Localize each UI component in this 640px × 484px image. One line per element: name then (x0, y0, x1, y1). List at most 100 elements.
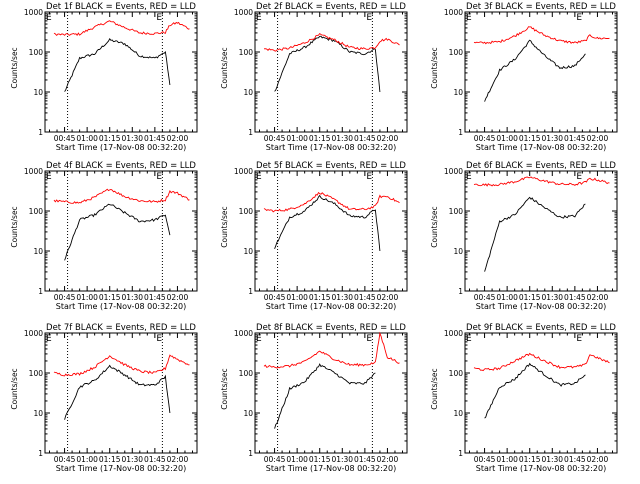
corner-marker-left: E (46, 172, 52, 182)
y-tick-label: 100 (29, 369, 44, 378)
x-tick-label: 01:45 (354, 293, 376, 302)
x-tick-label: 01:30 (541, 455, 563, 464)
x-tick-label: 01:45 (354, 455, 376, 464)
x-tick-label: 01:15 (519, 134, 541, 143)
plot-frame (254, 170, 408, 292)
x-tick-label: 00:45 (474, 293, 496, 302)
x-tick-label: 00:45 (474, 455, 496, 464)
x-tick-label: 01:00 (496, 134, 518, 143)
x-tick-label: 01:15 (519, 455, 541, 464)
corner-marker-right: E (576, 13, 582, 23)
x-axis-label: Start Time (17-Nov-08 00:32:20) (266, 143, 396, 152)
lld-series-line (263, 331, 400, 369)
panel-title: Det 7f BLACK = Events, RED = LLD (46, 323, 196, 333)
y-tick-label: 1 (458, 287, 463, 296)
y-axis-label: Counts/sec (430, 368, 439, 409)
x-tick-label: 00:45 (54, 293, 76, 302)
y-tick-label: 10 (453, 409, 463, 418)
x-tick-label: 01:00 (496, 455, 518, 464)
detector-panel-1: Det 1f BLACK = Events, RED = LLD 1 10 100 10… (10, 2, 198, 152)
x-tick-label: 01:15 (99, 293, 121, 302)
events-series-line (274, 194, 381, 252)
x-tick-label: 00:45 (264, 293, 286, 302)
panel-title: Det 3f BLACK = Events, RED = LLD (466, 2, 616, 12)
detector-panel-2: Det 2f BLACK = Events, RED = LLD 1 10 100 10… (220, 2, 408, 152)
events-series-line (484, 196, 586, 272)
x-tick-label: 02:00 (377, 134, 399, 143)
y-tick-label: 100 (239, 207, 254, 216)
x-tick-label: 01:30 (541, 134, 563, 143)
corner-marker-left: E (46, 13, 52, 23)
x-tick-label: 01:00 (286, 293, 308, 302)
detector-panel-4: Det 4f BLACK = Events, RED = LLD 1 10 100 10… (10, 161, 198, 311)
y-axis-label: Counts/sec (430, 206, 439, 247)
detector-panel-6: Det 6f BLACK = Events, RED = LLD 1 10 100 10… (430, 161, 618, 311)
events-series-line (274, 35, 381, 93)
y-tick-label: 1 (458, 128, 463, 137)
x-axis-label: Start Time (17-Nov-08 00:32:20) (56, 143, 186, 152)
x-tick-label: 01:30 (121, 455, 143, 464)
panel-title: Det 8f BLACK = Events, RED = LLD (256, 323, 406, 333)
x-tick-label: 01:30 (331, 455, 353, 464)
y-tick-label: 1000 (234, 8, 253, 17)
x-tick-label: 01:15 (309, 455, 331, 464)
plot-frame (44, 11, 198, 133)
x-axis-label: Start Time (17-Nov-08 00:32:20) (266, 302, 396, 311)
detector-panel-5: Det 5f BLACK = Events, RED = LLD 1 10 100 10… (220, 161, 408, 311)
plot-frame (464, 332, 618, 454)
x-tick-label: 00:45 (54, 455, 76, 464)
x-tick-label: 00:45 (54, 134, 76, 143)
y-tick-label: 1 (248, 287, 253, 296)
y-tick-label: 10 (243, 409, 253, 418)
lld-series-line (473, 352, 610, 372)
x-axis-label: Start Time (17-Nov-08 00:32:20) (476, 464, 606, 473)
corner-marker-right: E (576, 172, 582, 182)
corner-marker-right: E (366, 334, 372, 344)
y-tick-label: 10 (33, 247, 43, 256)
y-tick-label: 10 (33, 88, 43, 97)
x-tick-label: 01:30 (121, 293, 143, 302)
corner-marker-right: E (366, 13, 372, 23)
x-axis-label: Start Time (17-Nov-08 00:32:20) (266, 464, 396, 473)
y-tick-label: 100 (29, 207, 44, 216)
x-axis-label: Start Time (17-Nov-08 00:32:20) (476, 143, 606, 152)
x-tick-label: 02:00 (167, 134, 189, 143)
y-axis-label: Counts/sec (220, 368, 229, 409)
x-tick-label: 01:45 (144, 134, 166, 143)
x-tick-label: 01:30 (541, 293, 563, 302)
y-tick-label: 10 (243, 88, 253, 97)
detector-panel-9: Det 9f BLACK = Events, RED = LLD 1 10 100 10… (430, 323, 618, 473)
x-tick-label: 01:30 (121, 134, 143, 143)
y-axis-label: Counts/sec (10, 47, 19, 88)
y-tick-label: 100 (239, 369, 254, 378)
panel-title: Det 5f BLACK = Events, RED = LLD (256, 161, 406, 171)
x-tick-label: 01:00 (76, 134, 98, 143)
corner-marker-left: E (256, 172, 262, 182)
x-tick-label: 02:00 (377, 455, 399, 464)
events-series-line (484, 362, 586, 419)
events-series-line (64, 37, 171, 92)
y-axis-label: Counts/sec (220, 206, 229, 247)
lld-series-line (263, 191, 400, 213)
panel-title: Det 2f BLACK = Events, RED = LLD (256, 2, 406, 12)
x-tick-label: 01:00 (286, 134, 308, 143)
y-tick-label: 100 (29, 48, 44, 57)
detector-panel-7: Det 7f BLACK = Events, RED = LLD 1 10 100 10… (10, 323, 198, 473)
x-tick-label: 02:00 (167, 455, 189, 464)
lld-series-line (53, 354, 190, 377)
x-tick-label: 01:45 (144, 293, 166, 302)
y-tick-label: 1000 (444, 329, 463, 338)
x-tick-label: 00:45 (264, 134, 286, 143)
y-tick-label: 100 (449, 207, 464, 216)
y-tick-label: 10 (243, 247, 253, 256)
y-tick-label: 1 (38, 128, 43, 137)
y-tick-label: 1000 (24, 329, 43, 338)
y-tick-label: 1000 (24, 167, 43, 176)
corner-marker-left: E (466, 13, 472, 23)
lld-series-line (53, 20, 190, 37)
x-tick-label: 02:00 (587, 134, 609, 143)
events-series-line (274, 363, 376, 429)
plot-frame (254, 11, 408, 133)
x-tick-label: 01:45 (144, 455, 166, 464)
